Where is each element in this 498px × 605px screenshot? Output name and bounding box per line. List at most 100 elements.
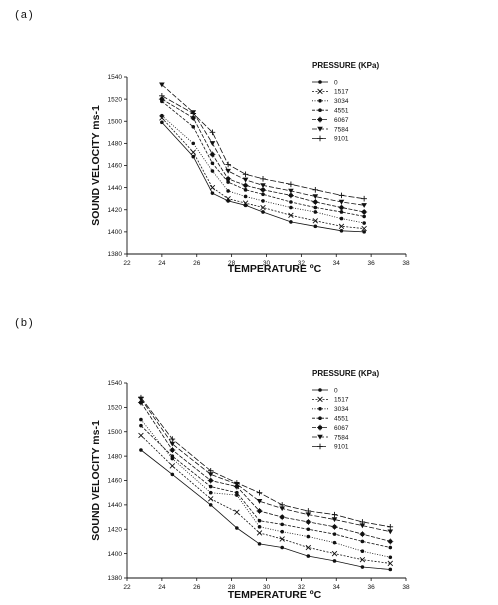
- series-0: [160, 120, 366, 234]
- data-point: [261, 210, 265, 214]
- x-tick-label: 28: [228, 584, 236, 591]
- series-line: [140, 425, 391, 548]
- y-tick-label: 1380: [108, 575, 123, 582]
- series-line: [161, 117, 365, 229]
- series-line: [140, 398, 391, 533]
- legend-label: 7584: [334, 126, 349, 133]
- data-point: [289, 220, 293, 224]
- legend-entry-0: 0: [312, 79, 338, 86]
- data-point: [287, 192, 294, 199]
- data-point: [387, 560, 394, 567]
- series-4551: [160, 99, 366, 219]
- x-tick-label: 30: [263, 260, 271, 267]
- y-tick-label: 1400: [108, 229, 123, 236]
- y-tick-label: 1520: [108, 96, 123, 103]
- data-point: [170, 454, 175, 458]
- data-point: [139, 448, 143, 452]
- data-point: [279, 506, 285, 512]
- series-3034: [160, 113, 366, 225]
- legend-marker: [317, 396, 323, 403]
- series-line: [140, 402, 391, 542]
- data-point: [207, 472, 214, 478]
- legend-entry-4551: 4551: [312, 108, 349, 115]
- data-point: [332, 559, 337, 563]
- data-point: [338, 204, 345, 211]
- legend-label: 0: [334, 387, 338, 394]
- legend-label: 1517: [334, 89, 349, 96]
- legend-label: 9101: [334, 136, 349, 143]
- data-point: [260, 183, 266, 189]
- y-tick-label: 1440: [108, 185, 123, 192]
- data-point: [242, 200, 249, 206]
- data-point: [169, 441, 176, 447]
- data-point: [191, 141, 196, 146]
- data-point: [359, 557, 366, 563]
- data-point: [288, 212, 294, 218]
- data-point: [388, 545, 393, 550]
- data-point: [261, 199, 265, 203]
- data-point: [260, 204, 266, 211]
- legend-marker: [317, 424, 323, 431]
- data-point: [279, 536, 285, 542]
- series-line: [161, 122, 365, 233]
- data-point: [169, 436, 176, 442]
- legend-entry-4551: 4551: [312, 416, 349, 423]
- data-point: [289, 205, 293, 210]
- data-point: [288, 188, 294, 194]
- legend-marker: [318, 416, 322, 421]
- data-point: [305, 512, 312, 518]
- legend-label: 7584: [334, 434, 349, 441]
- legend-label: 3034: [334, 98, 349, 105]
- data-point: [242, 171, 249, 178]
- data-point: [160, 120, 164, 125]
- data-point: [332, 540, 337, 545]
- data-point: [279, 514, 286, 521]
- data-point: [339, 216, 344, 221]
- y-tick-label: 1500: [108, 118, 123, 125]
- data-point: [305, 518, 312, 525]
- data-point: [279, 502, 285, 508]
- legend-marker: [318, 388, 322, 392]
- data-point: [242, 177, 249, 183]
- data-point: [313, 210, 318, 214]
- series-line: [161, 95, 365, 200]
- legend-entry-6067: 6067: [312, 424, 349, 432]
- data-point: [360, 549, 365, 553]
- data-point: [210, 161, 215, 166]
- data-point: [210, 169, 215, 173]
- legend-entry-7584: 7584: [312, 434, 349, 441]
- data-point: [280, 522, 284, 527]
- x-tick-label: 36: [368, 260, 376, 267]
- y-tick-label: 1460: [108, 163, 123, 170]
- legend-label: 1517: [334, 397, 349, 404]
- data-point: [260, 175, 266, 182]
- data-point: [190, 110, 197, 117]
- data-point: [234, 480, 240, 486]
- data-point: [305, 544, 312, 551]
- legend-label: 6067: [334, 425, 349, 432]
- data-point: [256, 499, 263, 504]
- data-point: [387, 524, 394, 530]
- legend-marker: [318, 80, 322, 84]
- data-point: [191, 154, 196, 159]
- series-line: [161, 100, 365, 217]
- data-point: [339, 210, 344, 214]
- x-tick-label: 32: [298, 584, 306, 591]
- legend-marker: [317, 88, 323, 95]
- data-point: [338, 192, 345, 199]
- data-point: [138, 394, 144, 401]
- y-tick-label: 1520: [108, 405, 123, 412]
- data-point: [208, 503, 213, 507]
- x-tick-label: 26: [193, 584, 201, 591]
- y-tick-label: 1540: [108, 380, 123, 387]
- legend-label: 3034: [334, 406, 349, 413]
- data-point: [361, 208, 368, 215]
- data-point: [256, 507, 263, 514]
- data-point: [256, 489, 263, 496]
- legend-label: 6067: [334, 117, 349, 124]
- legend-entry-3034: 3034: [312, 406, 349, 413]
- legend-entry-9101: 9101: [312, 135, 349, 143]
- data-point: [210, 191, 215, 195]
- data-point: [139, 417, 143, 422]
- data-point: [225, 175, 232, 182]
